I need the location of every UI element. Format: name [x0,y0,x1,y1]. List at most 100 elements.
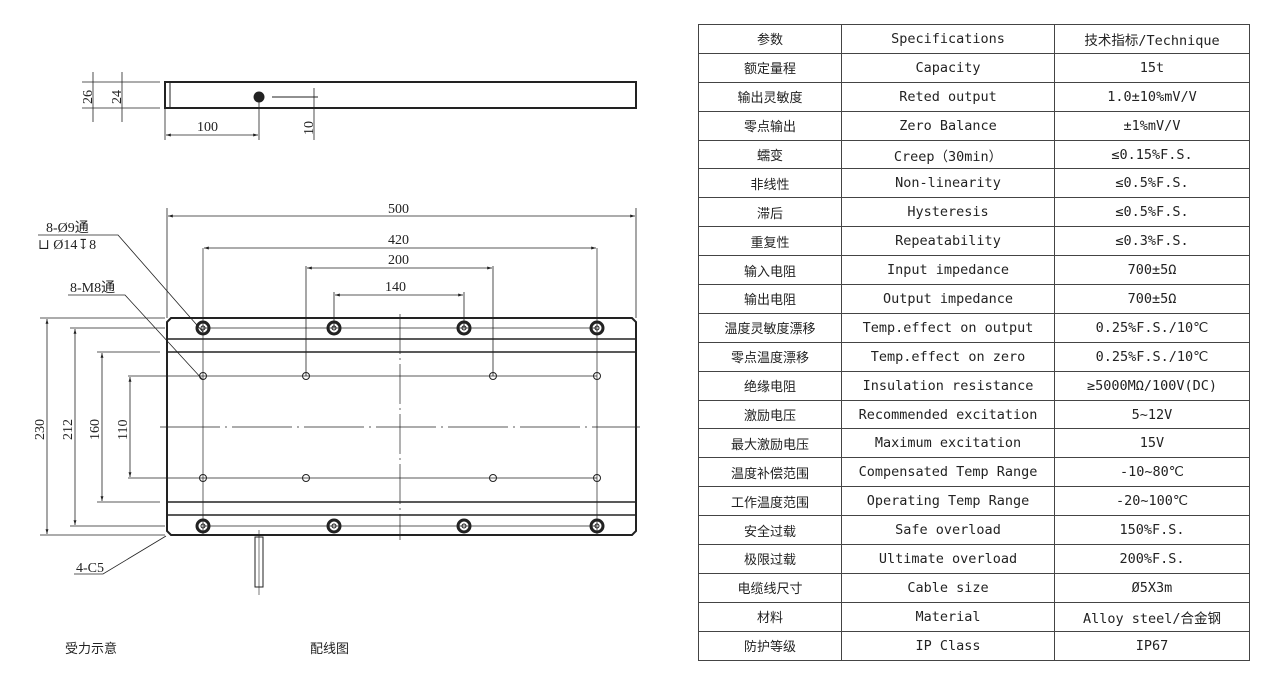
param-cn-cell: 材料 [698,601,842,632]
spec-en-cell: Specifications [841,24,1055,54]
through-hole [200,325,206,331]
value-cell: IP67 [1054,630,1250,661]
value-cell: 1.0±10%mV/V [1054,81,1250,112]
spec-en-cell: Material [841,601,1055,632]
counterbore-hole [326,518,342,534]
param-cn-cell: 工作温度范围 [698,486,842,517]
table-row: 零点温度漂移 Temp.effect on zero 0.25%F.S./10℃ [698,341,1250,372]
dim-100: 100 [197,120,218,135]
spec-en-cell: Zero Balance [841,110,1055,141]
plan-dimensions: 500 420 200 140 230 212 160 110 [33,202,637,536]
spec-en-cell: Repeatability [841,226,1055,257]
param-cn-cell: 零点温度漂移 [698,341,842,372]
param-cn-cell: 防护等级 [698,630,842,661]
table-row: 输入电阻 Input impedance 700±5Ω [698,255,1250,286]
side-view-body [164,81,637,109]
spec-en-cell: Operating Temp Range [841,486,1055,517]
param-cn-cell: 绝缘电阻 [698,370,842,401]
technical-drawing: 26 24 100 10 500 420 200 [33,72,640,595]
value-cell: 0.25%F.S./10℃ [1054,341,1250,372]
value-cell: 技术指标/Technique [1054,24,1250,54]
table-row: 温度灵敏度漂移 Temp.effect on output 0.25%F.S./10… [698,312,1250,343]
value-cell: 15t [1054,52,1250,83]
counterbore-hole [589,320,605,336]
param-cn-cell: 激励电压 [698,399,842,430]
note-chamfer: 4-C5 [76,561,104,576]
value-cell: ≤0.3%F.S. [1054,226,1250,257]
dim-500: 500 [388,202,409,217]
value-cell: ≥5000MΩ/100V(DC) [1054,370,1250,401]
note-threaded-holes: 8-M8通 [70,280,115,296]
dim-160: 160 [88,419,103,440]
value-cell: Ø5X3m [1054,572,1250,603]
cable-connector-icon [253,91,265,103]
dim-26: 26 [81,90,96,104]
table-row: 零点输出 Zero Balance ±1%mV/V [698,110,1250,141]
counterbore-hole [195,320,211,336]
value-cell: ≤0.5%F.S. [1054,197,1250,228]
threaded-hole [593,474,601,482]
param-cn-cell: 额定量程 [698,52,842,83]
threaded-hole [489,474,497,482]
spec-en-cell: Temp.effect on output [841,312,1055,343]
param-cn-cell: 输出电阻 [698,284,842,314]
table-row: 最大激励电压 Maximum excitation 15V [698,428,1250,459]
table-row: 工作温度范围 Operating Temp Range -20~100℃ [698,486,1250,517]
param-cn-cell: 安全过载 [698,515,842,546]
note-through-holes: 8-Ø9通 [46,220,89,236]
table-row: 输出灵敏度 Reted output 1.0±10%mV/V [698,81,1250,112]
table-row: 温度补偿范围 Compensated Temp Range -10~80℃ [698,457,1250,488]
param-cn-cell: 滞后 [698,197,842,228]
counterbore-hole [589,518,605,534]
table-row: 蠕变 Creep（30min） ≤0.15%F.S. [698,139,1250,170]
table-row: 绝缘电阻 Insulation resistance ≥5000MΩ/100V(DC… [698,370,1250,401]
note-counterbore: ⊔ Ø14↧8 [38,238,96,253]
spec-en-cell: Safe overload [841,515,1055,546]
value-cell: 0.25%F.S./10℃ [1054,312,1250,343]
dim-420: 420 [388,233,409,248]
through-hole [200,523,206,529]
spec-en-cell: Capacity [841,52,1055,83]
through-hole [594,523,600,529]
table-row: 防护等级 IP Class IP67 [698,630,1250,661]
threaded-hole [593,372,601,380]
spec-en-cell: Cable size [841,572,1055,603]
through-hole [594,325,600,331]
spec-en-cell: Insulation resistance [841,370,1055,401]
value-cell: 150%F.S. [1054,515,1250,546]
param-cn-cell: 最大激励电压 [698,428,842,459]
table-row: 极限过载 Ultimate overload 200%F.S. [698,544,1250,574]
spec-en-cell: Input impedance [841,255,1055,286]
table-row: 电缆线尺寸 Cable size Ø5X3m [698,572,1250,603]
value-cell: 200%F.S. [1054,544,1250,574]
table-row: 重复性 Repeatability ≤0.3%F.S. [698,226,1250,257]
callouts: 8-Ø9通 ⊔ Ø14↧8 8-M8通 4-C5 [38,220,204,576]
value-cell: -20~100℃ [1054,486,1250,517]
spec-en-cell: IP Class [841,630,1055,661]
counterbore-hole [195,518,211,534]
counterbore-hole [456,518,472,534]
table-header-row: 参数 Specifications 技术指标/Technique [698,24,1250,54]
spec-en-cell: Ultimate overload [841,544,1055,574]
param-cn-cell: 温度灵敏度漂移 [698,312,842,343]
value-cell: 700±5Ω [1054,284,1250,314]
value-cell: ≤0.15%F.S. [1054,139,1250,170]
dim-212: 212 [61,419,76,440]
dim-230: 230 [33,419,48,440]
value-cell: ≤0.5%F.S. [1054,168,1250,199]
value-cell: 15V [1054,428,1250,459]
value-cell: Alloy steel/合金钢 [1054,601,1250,632]
table-row: 滞后 Hysteresis ≤0.5%F.S. [698,197,1250,228]
spec-en-cell: Recommended excitation [841,399,1055,430]
table-row: 材料 Material Alloy steel/合金钢 [698,601,1250,632]
plan-view-body [166,317,637,536]
threaded-hole [302,474,310,482]
table-row: 非线性 Non-linearity ≤0.5%F.S. [698,168,1250,199]
spec-en-cell: Compensated Temp Range [841,457,1055,488]
dim-24: 24 [110,90,125,104]
param-cn-cell: 非线性 [698,168,842,199]
table-row: 输出电阻 Output impedance 700±5Ω [698,284,1250,314]
spec-table: 参数 Specifications 技术指标/Technique 额定量程 Capaci… [698,24,1250,661]
table-row: 安全过载 Safe overload 150%F.S. [698,515,1250,546]
spec-en-cell: Hysteresis [841,197,1055,228]
